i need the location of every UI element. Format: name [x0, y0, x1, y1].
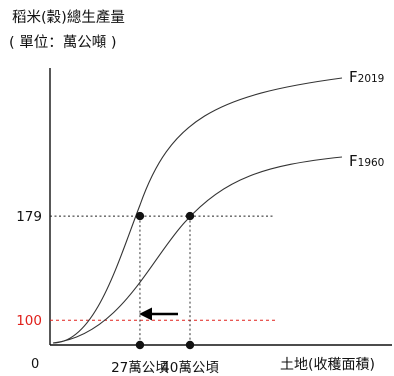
x-axis-point-40 [185, 340, 195, 350]
y-axis-title: 稻米(穀)總生產量 [12, 8, 125, 26]
origin-label: 0 [31, 357, 39, 372]
x-axis-title: 土地(收穫面積) [280, 357, 375, 373]
series-letter-f2019: F [349, 68, 358, 86]
y-tick-label-100: 100 [16, 313, 42, 329]
left-arrow-icon [139, 307, 178, 321]
series-label-f1960: F1960 [349, 152, 384, 170]
y-axis-unit: ( 單位：萬公噸 ) [9, 34, 117, 51]
series-year-1960: 1960 [358, 157, 385, 169]
curve-f2019 [52, 77, 343, 344]
series-year-2019: 2019 [358, 73, 385, 85]
x-tick-label-40: 40萬公頃 [161, 360, 219, 376]
x-tick-label-27: 27萬公頃 [111, 360, 169, 376]
y-tick-label-179: 179 [16, 209, 42, 225]
curve-f1960 [52, 156, 343, 344]
point-1960-40 [185, 211, 195, 221]
arrow-head [139, 307, 152, 321]
series-letter-f1960: F [349, 152, 358, 170]
series-label-f2019: F2019 [349, 68, 384, 86]
point-2019-27 [135, 211, 145, 221]
x-axis-point-27 [135, 340, 145, 350]
